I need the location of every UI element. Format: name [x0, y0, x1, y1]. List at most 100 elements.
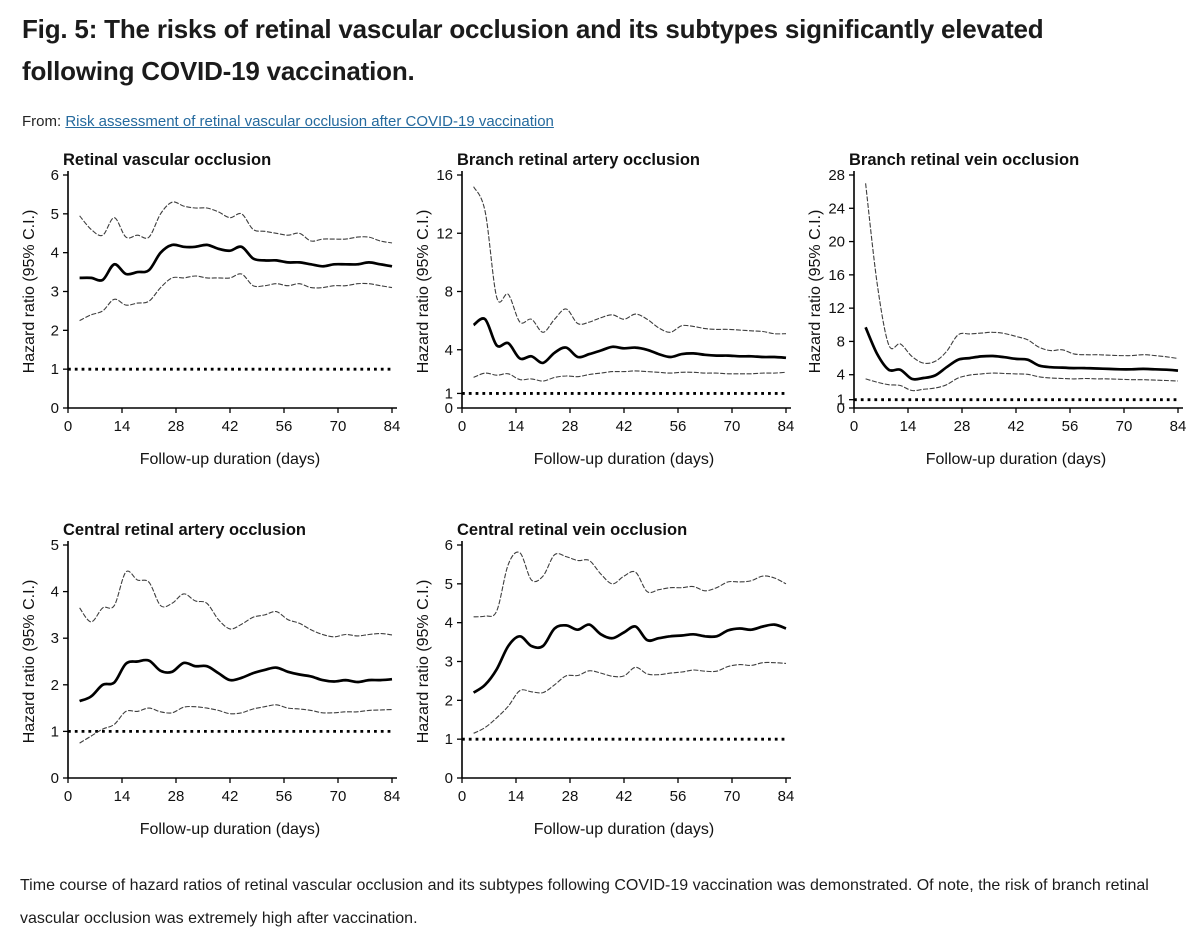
- upper-95-ci-line: [865, 183, 1179, 364]
- chart-central-retinal-artery-occlusion: Central retinal artery occlusion 0 1 2 3 4 5 0 1…: [20, 520, 412, 852]
- y-tick-label: 20: [828, 234, 845, 251]
- y-axis-label: Hazard ratio (95% C.I.): [807, 210, 824, 374]
- y-tick-label: 16: [828, 267, 845, 284]
- lower-95-ci-line: [79, 704, 393, 744]
- x-tick-label: 28: [954, 418, 971, 435]
- upper-95-ci-line: [473, 186, 787, 335]
- x-tick-label: 28: [562, 788, 579, 805]
- y-tick-label: 24: [828, 200, 845, 217]
- y-tick-label: 5: [445, 576, 453, 593]
- x-tick-label: 70: [330, 418, 347, 435]
- y-tick-label: 8: [837, 333, 845, 350]
- y-tick-label: 4: [837, 367, 845, 384]
- x-tick-label: 70: [1116, 418, 1133, 435]
- lower-95-ci-line: [79, 273, 393, 322]
- x-tick-label: 70: [330, 788, 347, 805]
- y-tick-label: 4: [445, 615, 453, 632]
- chart-retinal-vascular-occlusion: Retinal vascular occlusion 0 1 2 3 4 5 6 0 14 28 42…: [20, 150, 412, 482]
- y-tick-label: 3: [51, 630, 59, 647]
- x-tick-label: 14: [508, 788, 525, 805]
- y-tick-label: 5: [51, 206, 59, 223]
- figure-caption: Time course of hazard ratios of retinal …: [20, 877, 1149, 927]
- chart-title: Central retinal vein occlusion: [457, 521, 687, 539]
- x-tick-label: 14: [508, 418, 525, 435]
- x-tick-label: 42: [616, 418, 633, 435]
- y-tick-label: 12: [436, 225, 453, 242]
- x-tick-label: 84: [1170, 418, 1187, 435]
- x-axis-label: Follow-up duration (days): [140, 451, 321, 468]
- y-tick-label: 12: [828, 300, 845, 317]
- y-tick-label: 5: [51, 537, 59, 554]
- hazard-ratio-line: [79, 658, 393, 703]
- x-tick-label: 0: [64, 418, 72, 435]
- x-tick-label: 70: [724, 418, 741, 435]
- y-tick-label: 1: [51, 723, 59, 740]
- x-tick-label: 28: [168, 418, 185, 435]
- y-axis-label: Hazard ratio (95% C.I.): [415, 580, 432, 744]
- y-tick-label: 8: [445, 284, 453, 301]
- y-tick-label: 6: [51, 167, 59, 184]
- chart-title: Branch retinal vein occlusion: [849, 151, 1079, 169]
- source-from-label: From:: [22, 113, 62, 130]
- x-tick-label: 84: [778, 418, 795, 435]
- y-tick-label: 1: [51, 361, 59, 378]
- x-tick-label: 42: [222, 788, 239, 805]
- x-tick-label: 42: [1008, 418, 1025, 435]
- x-tick-label: 28: [168, 788, 185, 805]
- x-tick-label: 84: [778, 788, 795, 805]
- x-tick-label: 56: [670, 788, 687, 805]
- chart-branch-retinal-artery-occlusion: Branch retinal artery occlusion 0 1 4 8 12 16 0…: [414, 150, 806, 482]
- y-tick-label: 0: [445, 400, 453, 417]
- lower-95-ci-line: [865, 372, 1179, 392]
- x-tick-label: 84: [384, 788, 401, 805]
- x-tick-label: 0: [458, 418, 466, 435]
- hazard-ratio-line: [864, 326, 1179, 381]
- y-tick-label: 2: [51, 677, 59, 694]
- x-tick-label: 56: [1062, 418, 1079, 435]
- y-axis-label: Hazard ratio (95% C.I.): [21, 580, 38, 744]
- y-tick-label: 2: [445, 692, 453, 709]
- source-line: From: Risk assessment of retinal vascula…: [22, 113, 554, 130]
- y-tick-label: 1: [445, 385, 453, 402]
- y-axis-label: Hazard ratio (95% C.I.): [415, 210, 432, 374]
- lower-95-ci-line: [473, 661, 787, 734]
- chart-title: Retinal vascular occlusion: [63, 151, 271, 169]
- x-tick-label: 14: [114, 788, 131, 805]
- hazard-ratio-line: [472, 317, 787, 365]
- x-tick-label: 84: [384, 418, 401, 435]
- source-link[interactable]: Risk assessment of retinal vascular occl…: [65, 113, 554, 130]
- x-axis-label: Follow-up duration (days): [534, 451, 715, 468]
- y-tick-label: 4: [51, 245, 59, 262]
- x-tick-label: 56: [276, 788, 293, 805]
- chart-title: Branch retinal artery occlusion: [457, 151, 700, 169]
- x-tick-label: 14: [900, 418, 917, 435]
- x-tick-label: 56: [670, 418, 687, 435]
- chart-canvas: Branch retinal artery occlusion014812160…: [415, 151, 795, 468]
- x-tick-label: 14: [114, 418, 131, 435]
- chart-canvas: Central retinal artery occlusion 0 1 2 3 4 5 0 1…: [21, 521, 401, 838]
- x-tick-label: 70: [724, 788, 741, 805]
- y-tick-label: 3: [445, 654, 453, 671]
- x-axis-label: Follow-up duration (days): [140, 821, 321, 838]
- x-tick-label: 56: [276, 418, 293, 435]
- y-tick-label: 4: [445, 342, 453, 359]
- y-tick-label: 4: [51, 584, 59, 601]
- chart-central-retinal-vein-occlusion: Central retinal vein occlusion 0 1 2 3 4 5 6 0 14…: [414, 520, 806, 852]
- x-axis-label: Follow-up duration (days): [534, 821, 715, 838]
- hazard-ratio-line: [79, 243, 393, 282]
- y-tick-label: 0: [51, 770, 59, 787]
- chart-branch-retinal-vein-occlusion: Branch retinal vein occlusion 0 1 4 8 12 16 20 2…: [806, 150, 1198, 482]
- y-tick-label: 2: [51, 322, 59, 339]
- hazard-ratio-line: [472, 623, 787, 694]
- chart-canvas: Branch retinal vein occlusion01481216202…: [807, 151, 1187, 468]
- y-tick-label: 1: [837, 392, 845, 409]
- upper-95-ci-line: [79, 201, 393, 244]
- x-tick-label: 42: [616, 788, 633, 805]
- x-tick-label: 42: [222, 418, 239, 435]
- y-tick-label: 0: [445, 770, 453, 787]
- x-tick-label: 0: [850, 418, 858, 435]
- x-axis-label: Follow-up duration (days): [926, 451, 1107, 468]
